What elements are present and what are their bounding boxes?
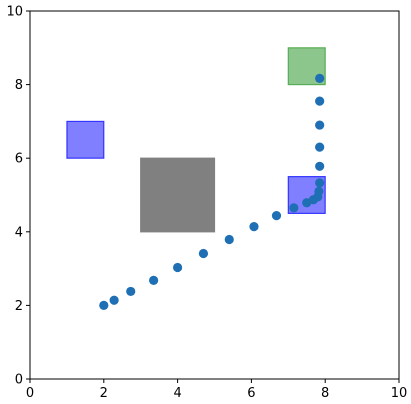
y-tick-label: 6 xyxy=(15,152,23,167)
data-point xyxy=(249,222,259,232)
region-obstacle-blue-left xyxy=(66,120,105,159)
y-tick-label: 8 xyxy=(15,78,23,93)
y-tick-label: 0 xyxy=(15,373,23,388)
x-axis: 0 2 4 6 8 10 xyxy=(26,379,407,401)
data-point xyxy=(314,186,324,196)
x-tick-label: 4 xyxy=(173,386,181,401)
data-point xyxy=(289,203,299,213)
x-tick-label: 8 xyxy=(321,386,329,401)
x-tick-label: 6 xyxy=(247,386,255,401)
x-tick-label: 0 xyxy=(26,386,34,401)
region-obstacle-gray xyxy=(140,157,216,233)
y-axis: 0 2 4 6 8 10 xyxy=(6,5,30,388)
plot-frame xyxy=(29,10,400,380)
data-point xyxy=(99,300,109,310)
data-point xyxy=(315,120,325,130)
y-tick-label: 2 xyxy=(15,299,23,314)
x-tick-label: 10 xyxy=(391,386,408,401)
x-tick-label: 2 xyxy=(100,386,108,401)
regions-layer xyxy=(66,47,326,233)
data-point xyxy=(315,161,325,171)
points-layer xyxy=(99,73,325,310)
data-point xyxy=(173,262,183,273)
data-point xyxy=(198,248,209,259)
data-point xyxy=(315,142,325,152)
data-point xyxy=(271,211,282,221)
y-tick-label: 4 xyxy=(15,225,23,240)
data-point xyxy=(315,178,325,188)
region-goal xyxy=(287,47,326,86)
data-point xyxy=(149,275,159,285)
data-point xyxy=(126,286,136,297)
y-tick-label: 10 xyxy=(6,5,23,20)
data-point xyxy=(315,73,325,83)
data-point xyxy=(315,96,325,106)
data-point xyxy=(224,234,234,245)
data-point xyxy=(109,295,119,305)
